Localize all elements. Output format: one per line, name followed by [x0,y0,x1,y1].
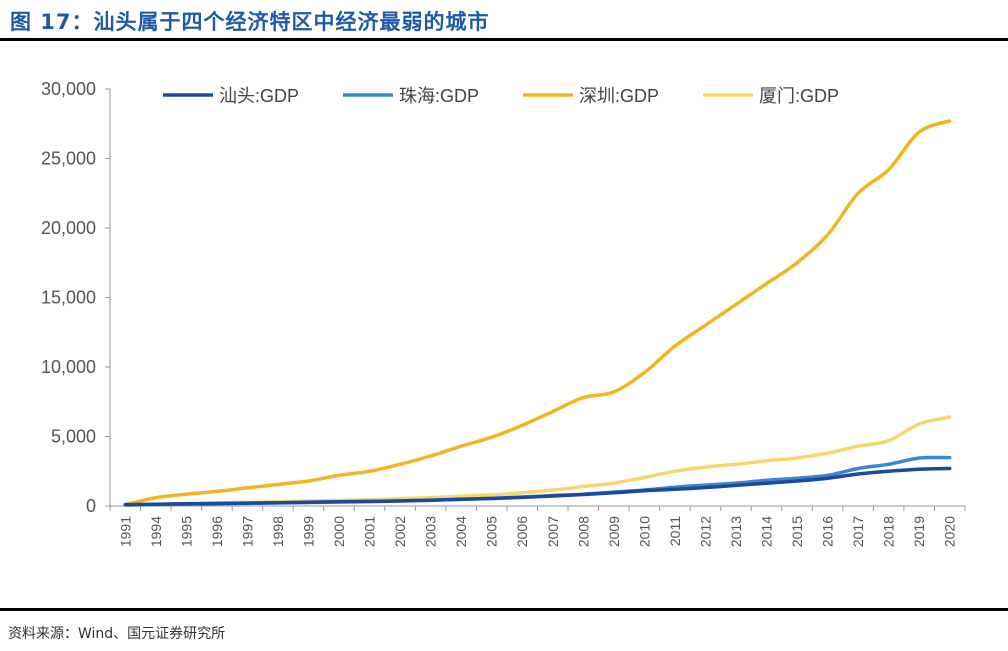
chart-lines [123,119,952,507]
bottom-divider [0,608,1008,611]
source-note: 资料来源：Wind、国元证券研究所 [8,626,226,642]
legend-label: 厦门:GDP [759,86,839,106]
x-tick-label: 2014 [759,516,775,547]
y-tick-label: 30,000 [41,79,96,99]
series-line-2 [123,119,952,507]
chart-legend: 汕头:GDP 珠海:GDP 深圳:GDP 厦门:GDP [163,86,839,106]
x-tick-label: 1997 [239,516,255,547]
x-tick-label: 2001 [362,516,378,547]
x-tick-label: 2000 [331,516,347,547]
x-tick-label: 2009 [606,516,622,547]
x-tick-label: 2018 [881,516,897,547]
x-tick-label: 1994 [148,516,164,547]
x-tick-label: 2005 [484,516,500,547]
x-tick-label: 2015 [789,516,805,547]
chart-axes: 0 5,000 10,000 15,000 20,000 25,000 30,000 1991… [41,79,966,547]
x-tick-label: 2003 [423,516,439,547]
series-line-0 [123,466,952,507]
x-tick-label: 1998 [270,516,286,547]
legend-label: 汕头:GDP [219,86,299,106]
x-tick-label: 2020 [942,516,958,547]
y-tick-label: 20,000 [41,218,96,238]
chart-title: 图 17：汕头属于四个经济特区中经济最弱的城市 [10,10,490,34]
x-tick-label: 2013 [728,516,744,547]
x-tick-label: 2006 [514,516,530,547]
x-tick-label: 2007 [545,516,561,547]
y-tick-label: 5,000 [51,427,96,447]
legend-label: 深圳:GDP [579,86,659,106]
y-tick-label: 10,000 [41,357,96,377]
x-tick-label: 1999 [300,516,316,547]
legend-label: 珠海:GDP [399,86,479,106]
x-tick-label: 2002 [392,516,408,547]
y-tick-label: 15,000 [41,288,96,308]
x-tick-label: 2019 [911,516,927,547]
y-tick-label: 0 [86,496,96,516]
x-tick-label: 2017 [850,516,866,547]
top-divider [0,38,1008,41]
x-tick-label: 2016 [820,516,836,547]
line-chart: 0 5,000 10,000 15,000 20,000 25,000 30,000 1991… [41,79,966,547]
x-tick-label: 2004 [453,516,469,547]
series-line-3 [123,415,952,507]
x-tick-label: 2010 [636,516,652,547]
y-tick-label: 25,000 [41,149,96,169]
x-tick-label: 1991 [117,516,133,547]
x-tick-label: 2008 [575,516,591,547]
x-tick-label: 1995 [178,516,194,547]
x-tick-label: 1996 [209,516,225,547]
x-tick-label: 2011 [667,516,683,546]
x-tick-label: 2012 [697,516,713,547]
